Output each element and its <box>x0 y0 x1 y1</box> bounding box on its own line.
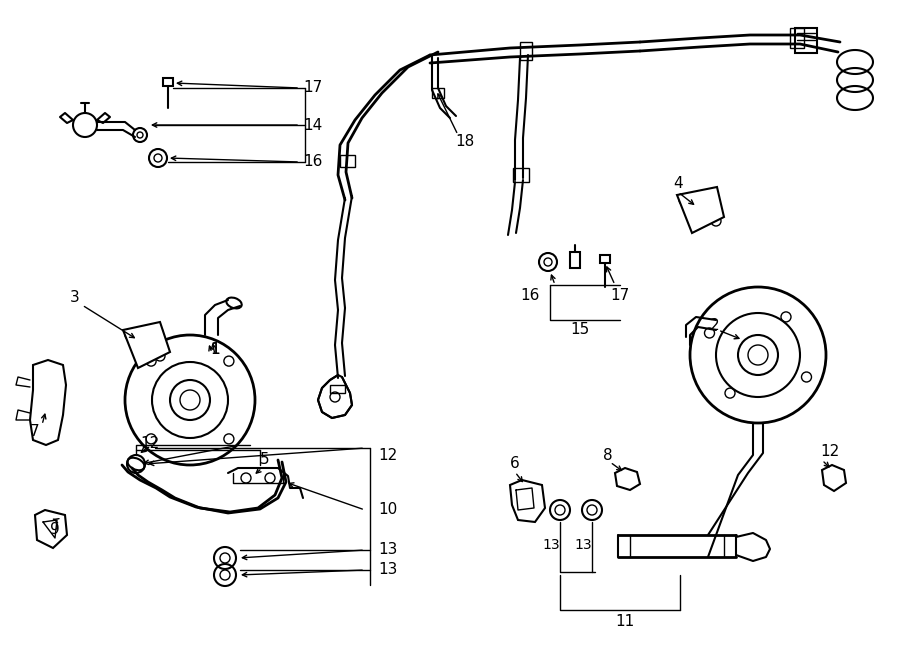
Text: 10: 10 <box>378 502 397 518</box>
Text: 13: 13 <box>378 563 398 578</box>
Polygon shape <box>30 360 66 445</box>
Text: 1: 1 <box>211 342 220 358</box>
Text: 5: 5 <box>260 453 270 467</box>
Text: 18: 18 <box>455 134 474 149</box>
Text: 16: 16 <box>303 155 323 169</box>
Text: 13: 13 <box>543 538 560 552</box>
Bar <box>570 252 580 268</box>
Bar <box>520 42 532 60</box>
Text: 17: 17 <box>610 288 630 303</box>
Text: 11: 11 <box>616 615 634 629</box>
Text: 14: 14 <box>303 118 322 132</box>
Text: 12: 12 <box>821 444 840 459</box>
Polygon shape <box>35 510 67 548</box>
Text: 1: 1 <box>211 342 220 358</box>
Bar <box>795 28 817 53</box>
Bar <box>513 168 529 182</box>
Text: 8: 8 <box>603 447 613 463</box>
Polygon shape <box>615 468 640 490</box>
Bar <box>432 88 444 98</box>
Text: 9: 9 <box>50 522 60 537</box>
Polygon shape <box>510 480 545 522</box>
Polygon shape <box>677 187 724 233</box>
Polygon shape <box>822 465 846 491</box>
Polygon shape <box>123 322 170 368</box>
Polygon shape <box>318 375 352 418</box>
Text: 12: 12 <box>378 447 397 463</box>
Bar <box>600 255 610 263</box>
Bar <box>790 28 804 48</box>
Text: 3: 3 <box>70 290 80 305</box>
Text: 12: 12 <box>140 436 159 451</box>
Bar <box>163 78 173 86</box>
Text: 13: 13 <box>378 543 398 557</box>
Text: 13: 13 <box>574 538 592 552</box>
Text: 16: 16 <box>520 288 540 303</box>
Text: 17: 17 <box>303 81 322 95</box>
Text: 7: 7 <box>31 424 40 440</box>
Bar <box>340 155 355 167</box>
Text: 15: 15 <box>571 323 590 338</box>
Bar <box>330 385 345 393</box>
Text: 4: 4 <box>673 176 683 192</box>
Text: 6: 6 <box>510 457 520 471</box>
Text: 2: 2 <box>710 317 720 332</box>
